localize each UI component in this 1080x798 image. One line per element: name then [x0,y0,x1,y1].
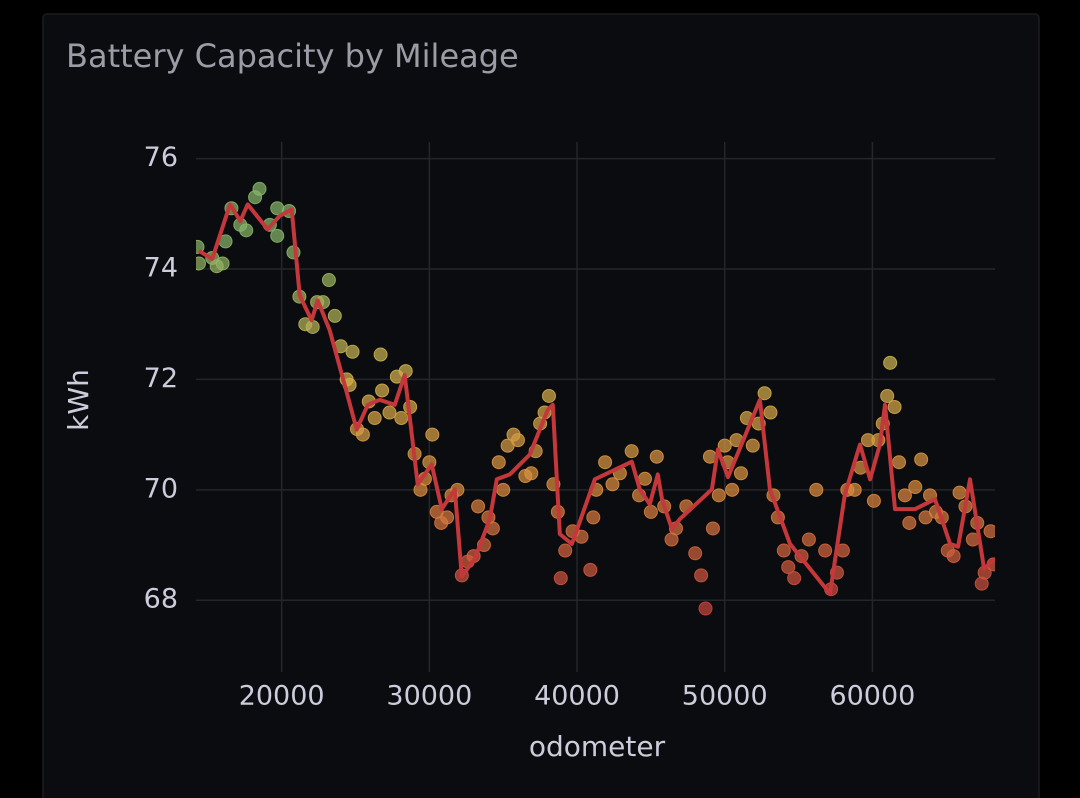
scatter-point [305,319,320,334]
scatter-point [345,344,360,359]
scatter-point [733,466,748,481]
scatter-point [496,482,511,497]
scatter-point [196,239,205,254]
scatter-point [252,181,267,196]
scatter-point [598,455,613,470]
line-series [197,202,995,596]
scatter-point [270,228,285,243]
plot-area [196,181,995,616]
scatter-point [801,532,816,547]
scatter-point [908,480,923,495]
scatter-point [717,438,732,453]
x-tick-label: 30000 [386,681,472,712]
scatter-point [643,504,658,519]
scatter-point [586,510,601,525]
scatter-point [787,571,802,586]
y-tick-label: 68 [144,584,178,615]
scatter-point [946,549,961,564]
scatter-point [624,444,639,459]
scatter-point [440,510,455,525]
scatter-point [880,388,895,403]
scatter-point [847,482,862,497]
y-axis-label: kWh [62,369,95,431]
scatter-point [887,400,902,414]
scatter-point [425,427,440,442]
scatter-point [605,477,620,492]
scatter-point [196,256,206,271]
x-axis-label: odometer [529,730,666,763]
scatter-point [373,347,388,362]
scatter-point [327,308,342,323]
scatter-point [375,383,390,398]
chart-title: Battery Capacity by Mileage [66,37,519,75]
scatter-point [694,568,709,583]
scatter-point [553,571,568,586]
scatter-point [914,452,929,467]
scatter-point [745,438,760,453]
scatter-point [698,601,713,616]
scatter-point [510,433,525,448]
scatter-point [321,273,336,288]
y-tick-label: 74 [144,252,178,283]
scatter-point [394,411,409,426]
scatter-point [866,493,881,508]
scatter-point [776,543,791,558]
scatter-point [491,455,506,470]
scatter-point [471,499,486,514]
y-tick-label: 76 [144,142,178,173]
scatter-point [382,405,397,420]
scatter-point [583,562,598,577]
scatter-point [902,515,917,530]
scatter-point [637,471,652,486]
scatter-point [757,386,772,401]
scatter-point [809,482,824,497]
scatter-point [883,355,898,370]
scatter-point [781,560,796,575]
y-tick-label: 72 [144,363,178,394]
scatter-point [215,256,230,271]
scatter-point [897,488,912,503]
scatter-point [818,543,833,558]
scatter-point [892,455,907,470]
scatter-point [367,411,382,426]
grid [196,142,995,672]
scatter-point [239,223,254,238]
scatter-point [524,466,539,481]
y-tick-label: 70 [144,473,178,504]
scatter-point [725,482,740,497]
x-tick-label: 40000 [534,681,620,712]
x-tick-label: 50000 [682,681,768,712]
scatter-point [558,543,573,558]
scatter-point [688,546,703,561]
scatter-point [711,488,726,503]
scatter-point [763,405,778,420]
scatter-point [705,521,720,536]
scatter-point [355,427,370,442]
scatter-point [541,388,556,403]
scatter-point [649,449,664,464]
x-tick-label: 60000 [829,681,915,712]
x-tick-label: 20000 [239,681,325,712]
scatter-point [952,485,967,500]
scatter-point [983,524,995,539]
